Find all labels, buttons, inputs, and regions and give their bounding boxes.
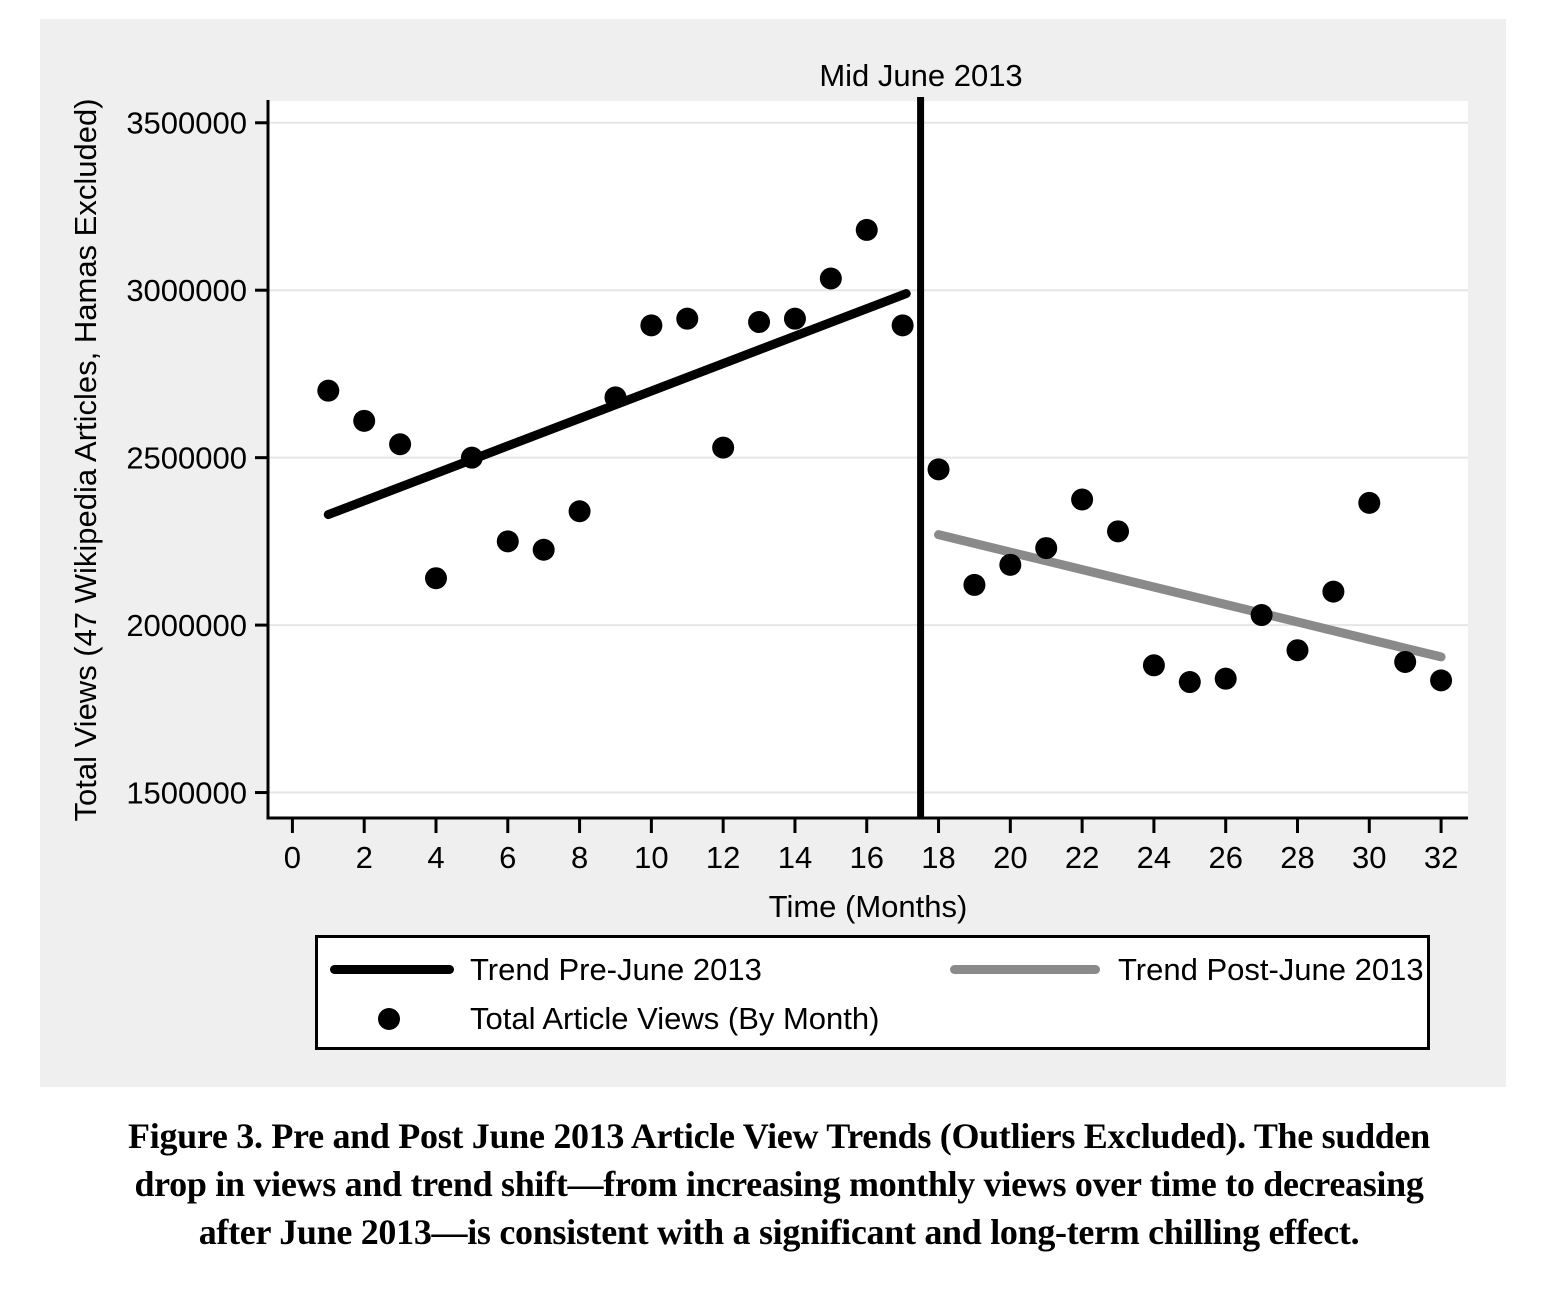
data-point-month-19 [963,573,986,596]
data-point-month-8 [568,500,591,523]
caption-line-2: drop in views and trend shift—from incre… [134,1164,1424,1204]
x-tick-label: 16 [850,840,884,875]
data-point-month-27 [1250,604,1273,627]
x-tick-label: 20 [993,840,1027,875]
legend-scatter-label: Total Article Views (By Month) [470,1001,880,1036]
vline-annotation-label: Mid June 2013 [819,58,1023,93]
caption-line-3: after June 2013—is consistent with a sig… [198,1212,1360,1252]
x-tick-label: 6 [499,840,516,875]
plot-area [268,101,1468,818]
caption-line-1: Figure 3. Pre and Post June 2013 Article… [128,1116,1430,1156]
data-point-month-2 [353,409,376,432]
data-point-month-21 [1035,537,1058,560]
x-tick-label: 8 [571,840,588,875]
x-tick-label: 26 [1208,840,1242,875]
data-point-month-30 [1358,491,1381,514]
legend-post-trend-label: Trend Post-June 2013 [1118,952,1424,987]
data-point-month-11 [676,307,699,330]
data-point-month-4 [424,567,447,590]
legend-pre-trend-label: Trend Pre-June 2013 [470,952,762,987]
x-tick-label: 4 [427,840,444,875]
y-tick-label: 2500000 [126,441,247,476]
data-point-month-1 [317,379,340,402]
x-tick-label: 12 [706,840,740,875]
data-point-month-7 [532,538,555,561]
data-point-month-28 [1286,639,1309,662]
data-point-month-15 [819,267,842,290]
data-point-month-3 [389,433,412,456]
x-tick-label: 0 [284,840,301,875]
data-point-month-23 [1107,520,1130,543]
data-point-month-32 [1430,669,1453,692]
data-point-month-20 [999,553,1022,576]
data-point-month-14 [783,307,806,330]
y-tick-label: 3500000 [126,106,247,141]
data-point-month-29 [1322,580,1345,603]
y-axis-title: Total Views (47 Wikipedia Articles, Hama… [68,98,103,822]
x-tick-label: 14 [778,840,812,875]
x-tick-label: 2 [356,840,373,875]
data-point-month-16 [855,218,878,241]
figure-3-chart: 1500000 2000000 2500000 3000000 3500000 0 2 4 6 8… [40,19,1506,1087]
data-point-month-6 [496,530,519,553]
data-point-month-5 [460,446,483,469]
legend-box: Trend Pre-June 2013 Trend Post-June 2013… [315,935,1430,1050]
trend-post-june-line [934,530,1446,662]
data-point-month-18 [927,458,950,481]
data-point-month-24 [1142,654,1165,677]
y-tick-label: 3000000 [126,273,247,308]
data-point-month-31 [1394,650,1417,673]
data-point-month-12 [712,436,735,459]
x-tick-label: 22 [1065,840,1099,875]
figure-caption: Figure 3. Pre and Post June 2013 Article… [0,1112,1558,1256]
x-tick-label: 28 [1280,840,1314,875]
x-tick-label: 30 [1352,840,1386,875]
data-point-month-17 [891,314,914,337]
data-point-month-9 [604,386,627,409]
x-axis-title: Time (Months) [768,889,968,924]
y-tick-label: 2000000 [126,608,247,643]
data-point-month-22 [1071,488,1094,511]
data-point-month-10 [640,314,663,337]
x-tick-label: 24 [1137,840,1171,875]
legend-pre-trend-line-swatch [330,965,454,974]
data-point-month-25 [1178,671,1201,694]
y-tick-label: 1500000 [126,775,247,810]
x-tick-label: 32 [1424,840,1458,875]
x-tick-label: 10 [634,840,668,875]
x-tick-label: 18 [921,840,955,875]
data-point-month-13 [748,311,771,334]
legend-scatter-dot-swatch [378,1008,400,1030]
legend-post-trend-line-swatch [950,965,1100,974]
data-point-month-26 [1214,667,1237,690]
